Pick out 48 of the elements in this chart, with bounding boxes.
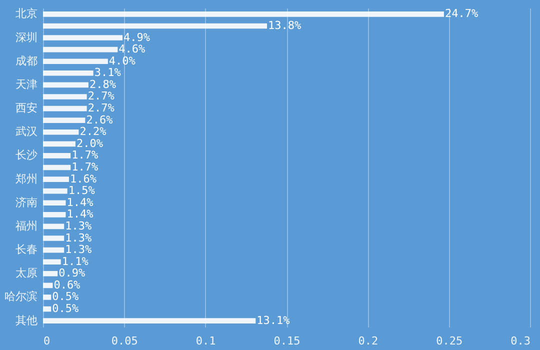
data-label: 24.7% xyxy=(444,7,478,20)
data-label: 13.8% xyxy=(268,18,302,32)
data-label: 4.9% xyxy=(124,30,150,44)
y-tick-label: 长沙 xyxy=(16,148,38,162)
y-tick-label: 太原 xyxy=(16,266,38,280)
y-tick-label: 哈尔滨 xyxy=(4,290,38,304)
data-label: 1.4% xyxy=(66,196,94,209)
y-tick-label: 其他 xyxy=(16,314,38,327)
x-tick-label: 0.2 xyxy=(358,334,378,348)
x-tick-label: 0.05 xyxy=(111,334,138,348)
y-tick-label: 深圳 xyxy=(16,30,38,44)
y-tick-label: 天津 xyxy=(16,78,38,91)
data-label: 2.8% xyxy=(89,78,116,91)
x-tick-label: 0.3 xyxy=(510,334,530,348)
data-label: 1.7% xyxy=(72,160,98,174)
data-label: 2.2% xyxy=(80,125,107,138)
data-label: 0.5% xyxy=(52,302,79,316)
y-tick-label: 济南 xyxy=(16,196,38,209)
data-label: 1.6% xyxy=(70,172,97,186)
data-label: 2.0% xyxy=(76,136,104,150)
data-label: 0.9% xyxy=(58,266,86,280)
x-tick-label: 0.25 xyxy=(436,334,463,348)
data-label: 1.3% xyxy=(65,243,92,256)
data-label: 1.5% xyxy=(68,184,96,198)
data-label: 2.7% xyxy=(88,90,115,103)
data-label: 2.6% xyxy=(86,113,114,126)
y-tick-label: 西安 xyxy=(16,102,38,115)
data-label: 4.0% xyxy=(108,54,136,68)
y-tick-label: 郑州 xyxy=(16,172,38,186)
data-label: 1.1% xyxy=(62,254,89,268)
x-tick-label: 0 xyxy=(44,334,50,348)
data-label: 13.1% xyxy=(256,314,290,327)
data-label: 1.3% xyxy=(65,231,92,244)
data-label: 3.1% xyxy=(94,66,122,80)
x-tick-label: 0.1 xyxy=(196,334,216,348)
y-tick-label: 长春 xyxy=(16,243,38,256)
data-label: 4.6% xyxy=(118,42,146,56)
y-tick-label: 北京 xyxy=(16,7,38,20)
y-tick-label: 福州 xyxy=(16,219,38,232)
data-label: 1.7% xyxy=(72,148,98,162)
data-label: 1.4% xyxy=(66,208,94,221)
data-label: 2.7% xyxy=(88,102,115,115)
y-tick-label: 成都 xyxy=(16,54,38,68)
data-label: 0.5% xyxy=(52,290,79,304)
data-label: 1.3% xyxy=(65,219,92,232)
x-tick-label: 0.15 xyxy=(274,334,300,348)
y-tick-label: 武汉 xyxy=(16,125,38,138)
data-label: 0.6% xyxy=(54,278,81,292)
